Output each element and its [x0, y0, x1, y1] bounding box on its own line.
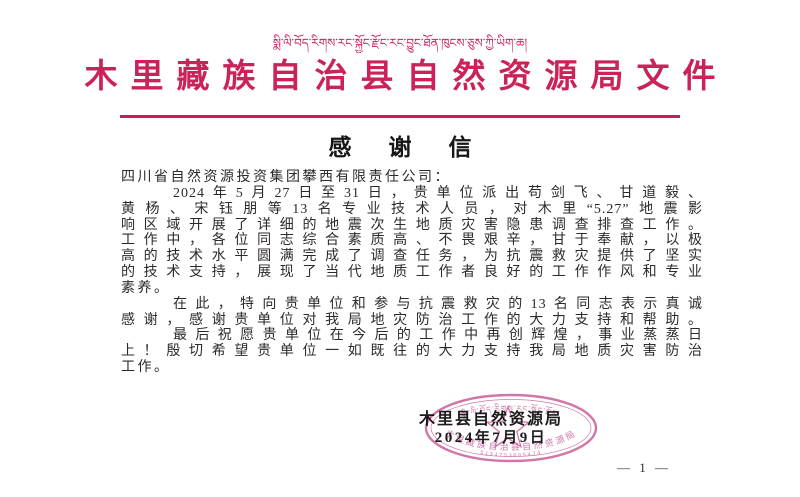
- seal-code-text: 5134253005474: [479, 449, 541, 459]
- seal-inner-ring: [430, 399, 592, 457]
- official-seal: སྨི་ལི་བོད་རིགས་རང་སྐྱོང་རྫོང་ 木里藏族自治县自然…: [424, 393, 598, 463]
- page-number: — 1 —: [617, 460, 671, 475]
- letterhead-divider: [120, 115, 680, 118]
- body-line: 最后祝愿贵单位在今后的工作中再创辉煌，事业蒸蒸日: [173, 328, 703, 344]
- svg-text:5134253005474: 5134253005474: [479, 449, 542, 459]
- body-line: 2024年5月27日至31日，贵单位派出苟剑飞、甘道毅、: [173, 185, 703, 201]
- letter-body: 四川省自然资源投资集团攀西有限责任公司： 2024年5月27日至31日，贵单位派…: [121, 170, 703, 376]
- svg-text:木里藏族自治县自然资源局: 木里藏族自治县自然资源局: [443, 427, 578, 452]
- letterhead-title-text: 木里藏族自治县自然资源局文件: [84, 59, 729, 95]
- seal-chinese-arc-text: 木里藏族自治县自然资源局: [443, 427, 576, 452]
- star-icon: [485, 405, 531, 449]
- body-line: 黄杨、宋钰朋等13名专业技术人员，对木里“5.27”地震影: [121, 201, 703, 217]
- body-line: 素养。: [121, 280, 171, 296]
- body-line: 感谢，感谢贵单位对我局地灾防治工作的大力支持和帮助。: [121, 312, 703, 328]
- body-line: 工作。: [121, 360, 171, 376]
- body-line: 上！殷切希望贵单位一如既往的大力支持我局地质灾害防治: [121, 344, 703, 360]
- body-line: 的技术支持，展现了当代地质工作者良好的工作作风和专业: [121, 265, 703, 281]
- seal-outer-ring: [424, 393, 598, 463]
- body-line: 四川省自然资源投资集团攀西有限责任公司：: [121, 170, 451, 185]
- letterhead-title: 木里藏族自治县自然资源局文件: [0, 49, 800, 97]
- closing-organization: 木里县自然资源局: [418, 411, 563, 428]
- letter-title: 感谢信: [0, 128, 800, 162]
- body-line: 在此，特向贵单位和参与抗震救灾的13名同志表示真诚: [173, 296, 703, 312]
- letter-title-text: 感谢信: [328, 135, 509, 160]
- seal-tibetan-arc-text: སྨི་ལི་བོད་རིགས་རང་སྐྱོང་རྫོང་: [460, 402, 560, 420]
- body-line: 高的技术水平圆满完成了调查任务，为抗震救灾提供了坚实: [121, 249, 703, 265]
- body-line: 响区域开展了详细的地震次生地质灾害隐患调查排查工作。: [121, 217, 703, 233]
- body-line: 工作中，各位同志综合素质高、不畏艰辛，甘于奉献，以极: [121, 233, 703, 249]
- letterhead-tibetan-text: སྨི་ལི་བོད་རིགས་རང་སྐྱོང་རྫོང་རང་བྱུང་ཐོ…: [272, 36, 528, 50]
- svg-text:སྨི་ལི་བོད་རིགས་རང་སྐྱོང་རྫོང་: སྨི་ལི་བོད་རིགས་རང་སྐྱོང་རྫོང་: [460, 402, 561, 420]
